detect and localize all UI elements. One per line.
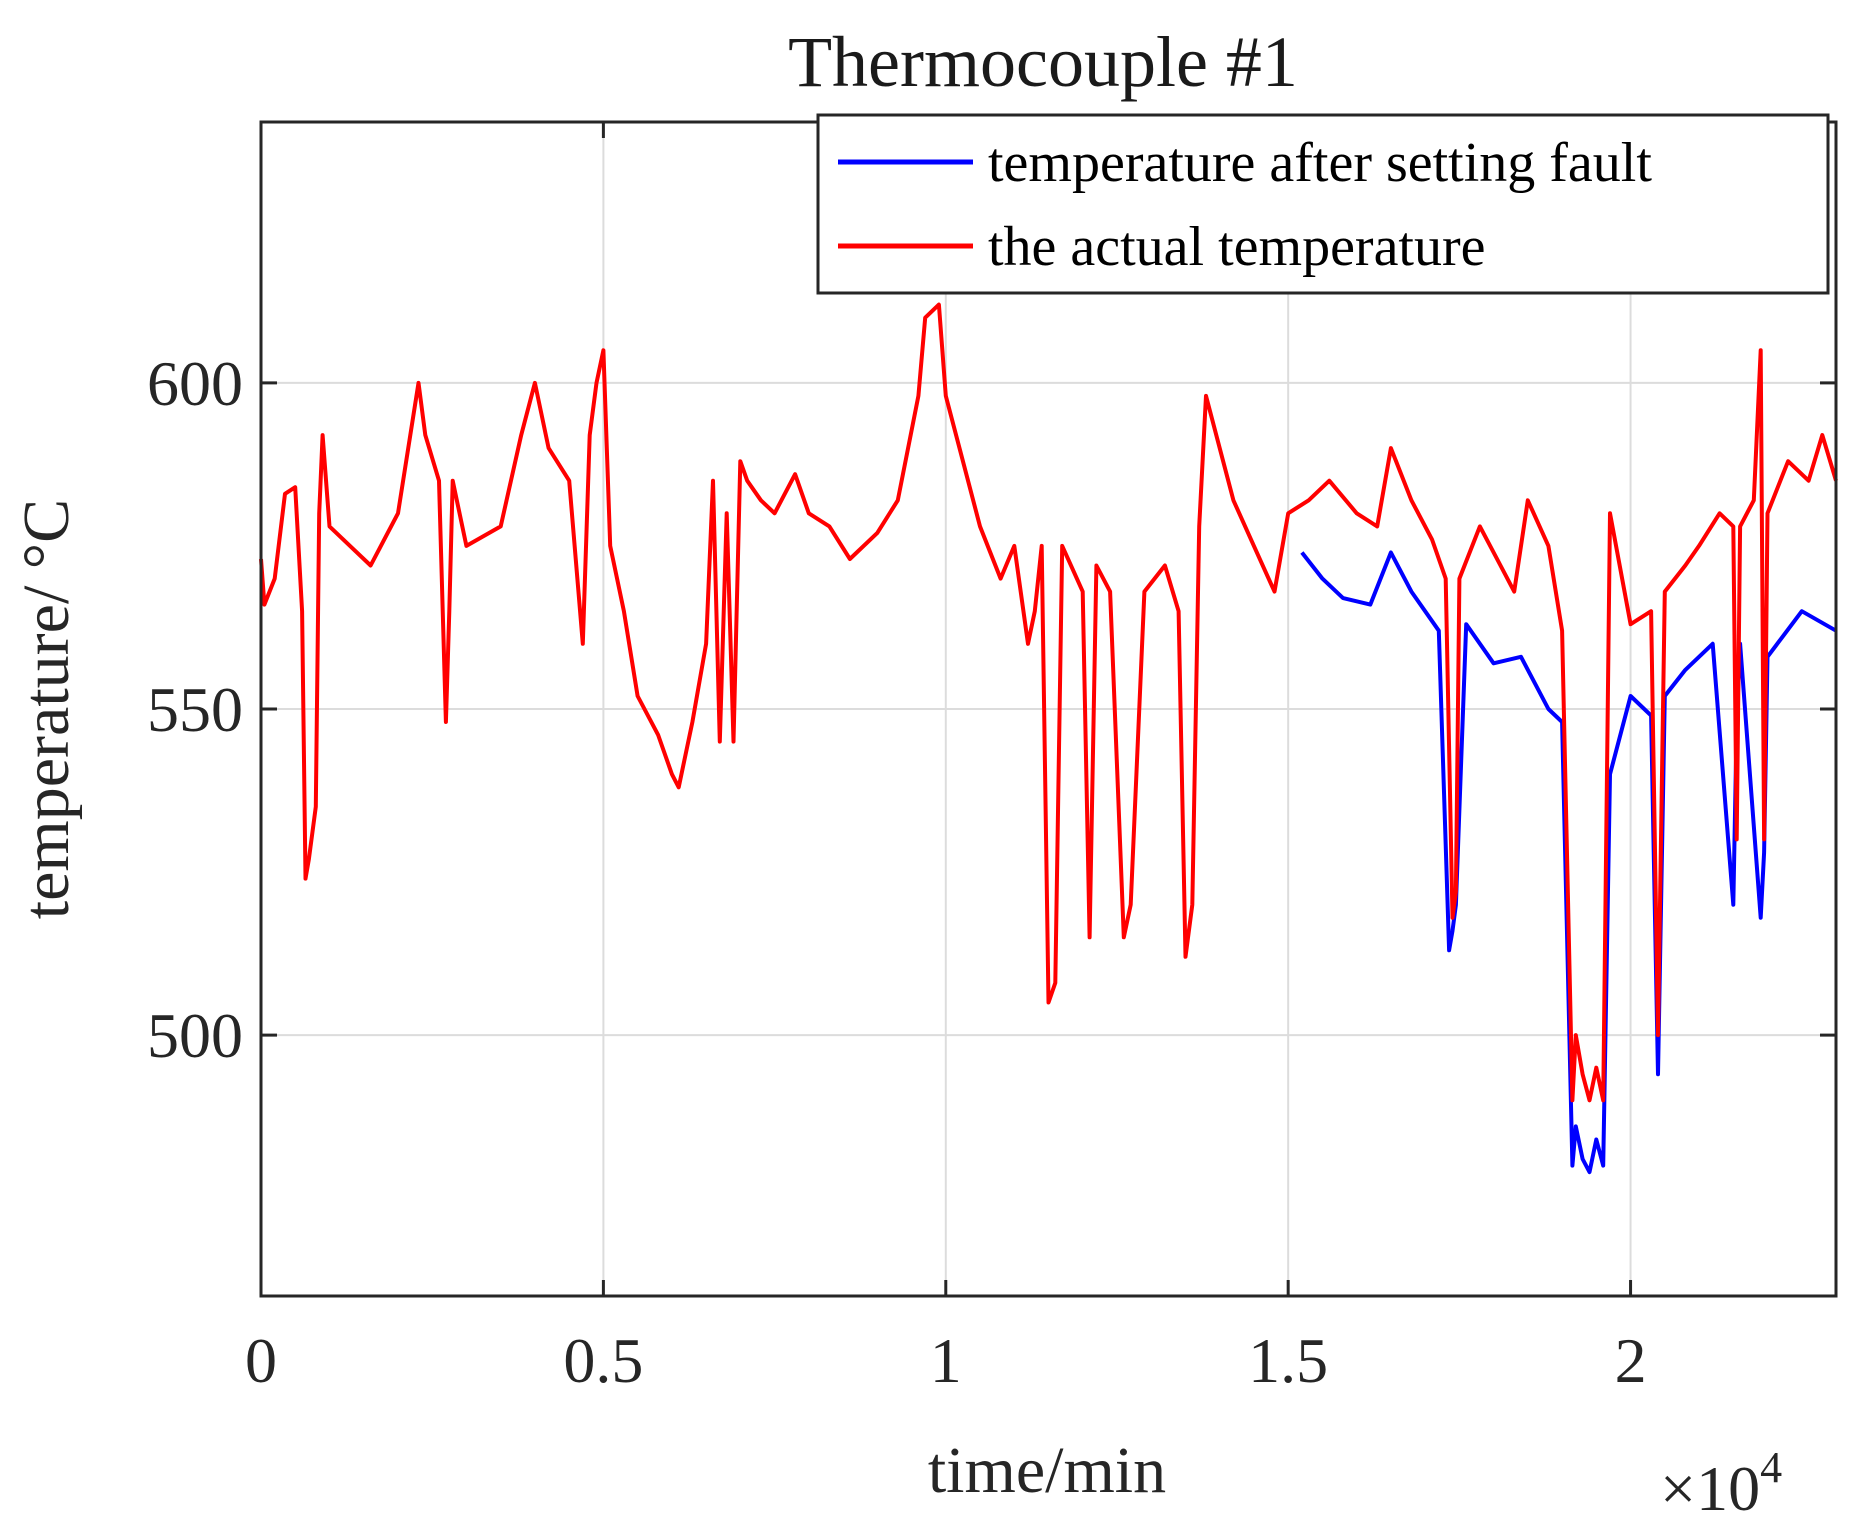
x-tick-label: 0 <box>245 1325 277 1396</box>
series-lines <box>259 302 1838 1175</box>
legend-box <box>816 113 1830 295</box>
x-tick-label: 1 <box>930 1325 962 1396</box>
y-tick-label: 500 <box>147 1000 243 1071</box>
x-exponent-label: ×104 <box>1660 1443 1782 1524</box>
chart-title: Thermocouple #1 <box>788 22 1298 102</box>
x-tick-label: 0.5 <box>563 1325 643 1396</box>
legend-label: the actual temperature <box>988 216 1486 278</box>
x-tick-label: 2 <box>1615 1325 1647 1396</box>
series-line <box>259 302 1838 1103</box>
x-tick-label: 1.5 <box>1248 1325 1328 1396</box>
y-tick-label: 600 <box>147 348 243 419</box>
y-axis-label: temperature/ °C <box>10 499 83 919</box>
axis-ticks: 0 0.5 1 1.5 2 500 550 600 <box>147 122 1836 1396</box>
x-exponent-base: ×10 <box>1660 1453 1760 1524</box>
x-exponent-power: 4 <box>1760 1443 1782 1492</box>
x-axis-label: time/min <box>928 1434 1166 1507</box>
legend: temperature after setting fault the actua… <box>816 113 1830 295</box>
y-tick-label: 550 <box>147 674 243 745</box>
legend-label: temperature after setting fault <box>988 132 1652 194</box>
